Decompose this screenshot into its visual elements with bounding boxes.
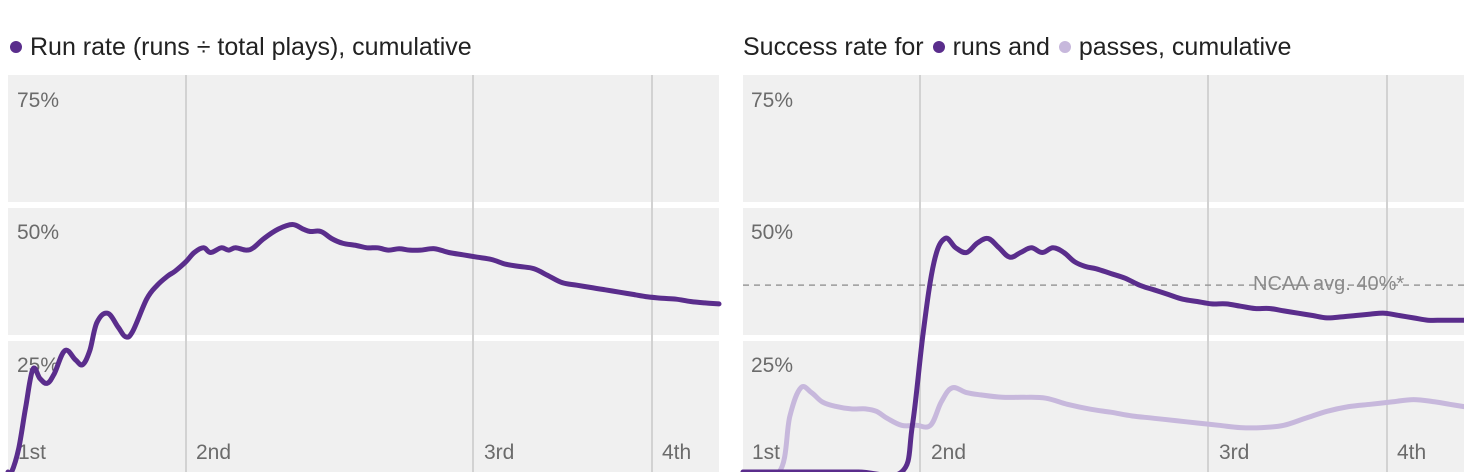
success-title-prefix: Success rate for: [743, 33, 931, 61]
y-tick-label: 25%: [751, 354, 793, 377]
plot-band-2: [8, 208, 719, 335]
run-rate-chart: 75% 50% 25% 1st 2nd 3rd 4th: [5, 75, 722, 472]
run-legend-dot: [10, 40, 22, 53]
x-tick-label: 4th: [1397, 441, 1426, 464]
run-rate-title-text: Run rate (runs ÷ total plays), cumulativ…: [30, 33, 472, 61]
run-rate-title: Run rate (runs ÷ total plays), cumulativ…: [8, 30, 472, 64]
success-rate-chart: 75% 50% 25% 1st 2nd 3rd 4th NCAA avg. 40%*: [740, 75, 1464, 472]
run-rate-series-line: [5, 222, 722, 472]
x-tick-label: 2nd: [196, 441, 231, 464]
success-title-runs: runs and: [952, 33, 1057, 61]
plot-band-3: [8, 341, 719, 472]
success-rate-title: Success rate for runs and passes, cumula…: [743, 30, 1291, 64]
x-tick-label: 3rd: [484, 441, 514, 464]
x-tick-label: 2nd: [931, 441, 966, 464]
plot-band-1: [743, 75, 1464, 202]
plot-band-1: [8, 75, 719, 202]
y-tick-label: 75%: [751, 89, 793, 112]
y-tick-label: 75%: [17, 89, 59, 112]
x-tick-label: 1st: [752, 441, 780, 464]
x-tick-label: 4th: [662, 441, 691, 464]
passes-legend-dot: [1058, 40, 1071, 53]
ncaa-average-label: NCAA avg. 40%*: [1253, 273, 1404, 295]
x-tick-label: 1st: [18, 441, 46, 464]
y-tick-label: 50%: [17, 221, 59, 244]
y-tick-label: 50%: [751, 221, 793, 244]
passes-series-line: [740, 384, 1464, 472]
run-rate-panel: Run rate (runs ÷ total plays), cumulativ…: [0, 0, 730, 472]
runs-legend-dot: [932, 40, 945, 53]
y-tick-label: 25%: [17, 354, 59, 377]
success-rate-panel: Success rate for runs and passes, cumula…: [735, 0, 1464, 472]
success-title-passes: passes, cumulative: [1078, 33, 1292, 61]
runs-series-line: [740, 235, 1464, 472]
x-tick-label: 3rd: [1219, 441, 1249, 464]
